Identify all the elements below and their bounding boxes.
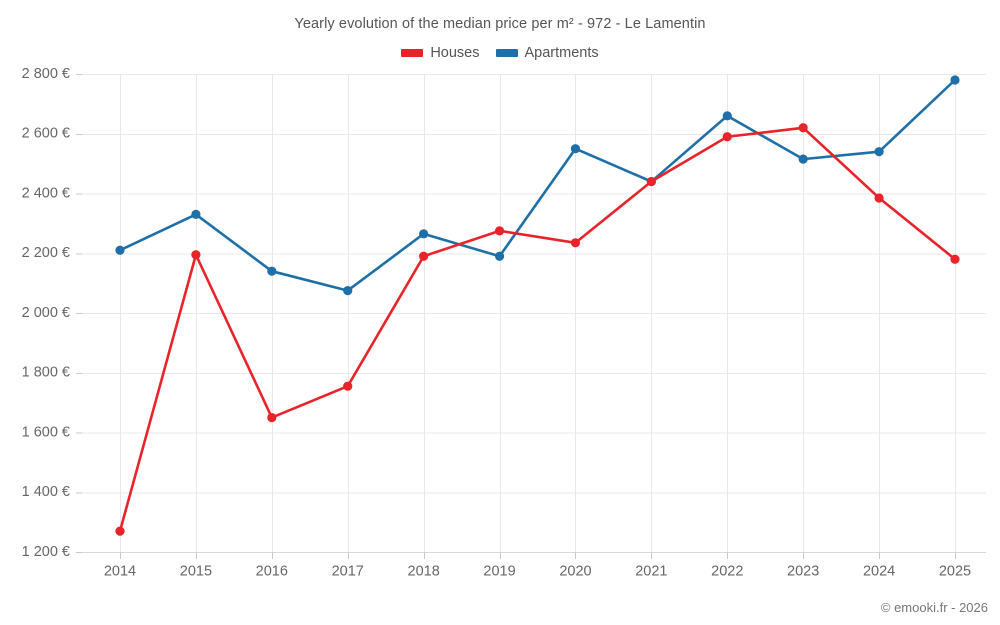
data-point[interactable] xyxy=(874,193,884,203)
x-axis-tick-label: 2014 xyxy=(104,564,136,580)
data-point[interactable] xyxy=(494,226,505,236)
credit-text: © emooki.fr - 2026 xyxy=(880,600,988,615)
x-axis-tick-label: 2023 xyxy=(787,564,819,580)
data-point[interactable] xyxy=(646,176,656,187)
x-axis-tick-label: 2017 xyxy=(332,564,364,580)
legend-item-houses[interactable]: Houses xyxy=(401,45,480,61)
data-point[interactable] xyxy=(494,251,505,261)
data-point[interactable] xyxy=(191,250,201,260)
y-axis-tick-label: 1 800 € xyxy=(22,365,70,381)
data-point[interactable] xyxy=(722,111,732,121)
y-axis-tick-labels: 1 200 € 1 400 € 1 600 € 1 800 € 2 000 € 2 200… xyxy=(22,66,70,560)
data-point[interactable] xyxy=(343,381,353,391)
chart-title: Yearly evolution of the median price per… xyxy=(294,16,706,32)
y-axis-tick-label: 2 200 € xyxy=(22,245,70,261)
y-axis-tick-label: 1 400 € xyxy=(22,484,70,500)
data-series xyxy=(115,75,960,536)
data-point[interactable] xyxy=(419,229,429,239)
x-axis-tick-label: 2025 xyxy=(939,564,971,580)
legend-label-houses: Houses xyxy=(430,45,480,61)
legend-swatch-apartments xyxy=(495,49,518,57)
data-point[interactable] xyxy=(115,245,125,255)
data-point[interactable] xyxy=(798,154,808,164)
data-point[interactable] xyxy=(722,132,732,142)
data-point[interactable] xyxy=(419,251,429,261)
y-axis-tick-label: 2 000 € xyxy=(22,305,70,321)
x-axis-tick-label: 2015 xyxy=(180,564,212,580)
data-point[interactable] xyxy=(874,147,884,157)
x-axis-tick-label: 2016 xyxy=(256,564,288,580)
x-axis-tick-label: 2019 xyxy=(483,564,515,580)
chart-legend: Houses Apartments xyxy=(0,45,1000,61)
series-line-apartments xyxy=(118,78,957,292)
data-point[interactable] xyxy=(115,526,125,536)
y-axis-tick-label: 1 600 € xyxy=(22,424,70,440)
data-point[interactable] xyxy=(798,123,808,133)
data-point[interactable] xyxy=(950,254,960,264)
x-axis-tick-label: 2020 xyxy=(559,564,591,580)
legend-swatch-houses xyxy=(401,49,424,57)
x-axis-tick-label: 2021 xyxy=(635,564,667,580)
data-point[interactable] xyxy=(950,75,960,85)
x-axis-tick-label: 2024 xyxy=(863,564,895,580)
series-line-houses xyxy=(118,126,957,533)
x-axis-tick-label: 2018 xyxy=(408,564,440,580)
data-point[interactable] xyxy=(267,266,277,276)
legend-item-apartments[interactable]: Apartments xyxy=(495,45,599,61)
grid-lines xyxy=(76,74,986,559)
y-axis-tick-label: 2 400 € xyxy=(22,185,70,201)
data-point[interactable] xyxy=(570,238,581,248)
legend-label-apartments: Apartments xyxy=(524,45,599,61)
y-axis-tick-label: 2 800 € xyxy=(22,66,70,82)
y-axis-tick-label: 2 600 € xyxy=(22,126,70,142)
data-point[interactable] xyxy=(267,412,277,423)
data-point[interactable] xyxy=(191,209,201,220)
data-point[interactable] xyxy=(343,285,353,296)
x-axis-tick-label: 2022 xyxy=(711,564,743,580)
y-axis-tick-label: 1 200 € xyxy=(22,544,70,560)
data-point[interactable] xyxy=(570,144,581,154)
x-axis-tick-labels: 2014 2015 2016 2017 2018 2019 2020 2021 2022 2023… xyxy=(104,564,971,580)
